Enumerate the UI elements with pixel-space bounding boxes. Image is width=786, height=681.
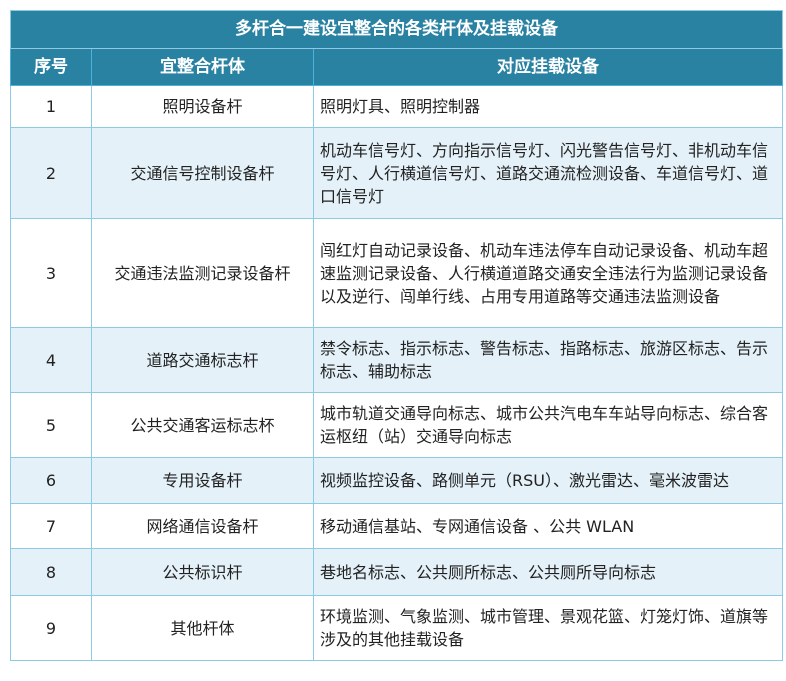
row-equipment: 机动车信号灯、方向指示信号灯、闪光警告信号灯、非机动车信号灯、人行横道信号灯、道…: [313, 127, 783, 219]
row-pole: 网络通信设备杆: [91, 503, 314, 549]
pole-equipment-table: 多杆合一建设宜整合的各类杆体及挂载设备 序号 宜整合杆体 对应挂载设备 1 照明设…: [10, 10, 783, 661]
row-pole: 交通违法监测记录设备杆: [91, 218, 314, 328]
row-no: 1: [10, 85, 92, 128]
row-no: 8: [10, 548, 92, 596]
row-pole: 专用设备杆: [91, 457, 314, 504]
table-row: 6 专用设备杆 视频监控设备、路侧单元（RSU）、激光雷达、毫米波雷达: [10, 457, 783, 504]
row-pole: 公共交通客运标志杯: [91, 392, 314, 458]
table-row: 2 交通信号控制设备杆 机动车信号灯、方向指示信号灯、闪光警告信号灯、非机动车信号灯…: [10, 127, 783, 219]
row-pole: 照明设备杆: [91, 85, 314, 128]
table-row: 7 网络通信设备杆 移动通信基站、专网通信设备 、公共 WLAN: [10, 503, 783, 549]
row-pole: 其他杆体: [91, 595, 314, 661]
row-no: 5: [10, 392, 92, 458]
table-row: 1 照明设备杆 照明灯具、照明控制器: [10, 85, 783, 128]
row-equipment: 闯红灯自动记录设备、机动车违法停车自动记录设备、机动车超速监测记录设备、人行横道…: [313, 218, 783, 328]
row-equipment: 视频监控设备、路侧单元（RSU）、激光雷达、毫米波雷达: [313, 457, 783, 504]
row-equipment: 环境监测、气象监测、城市管理、景观花篮、灯笼灯饰、道旗等涉及的其他挂载设备: [313, 595, 783, 661]
row-no: 6: [10, 457, 92, 504]
row-pole: 道路交通标志杆: [91, 327, 314, 393]
row-no: 7: [10, 503, 92, 549]
row-equipment: 照明灯具、照明控制器: [313, 85, 783, 128]
header-pole: 宜整合杆体: [91, 48, 314, 86]
row-no: 3: [10, 218, 92, 328]
row-pole: 公共标识杆: [91, 548, 314, 596]
row-equipment: 城市轨道交通导向标志、城市公共汽电车车站导向标志、综合客运枢纽（站）交通导向标志: [313, 392, 783, 458]
header-no: 序号: [10, 48, 92, 86]
row-no: 9: [10, 595, 92, 661]
table-row: 8 公共标识杆 巷地名标志、公共厕所标志、公共厕所导向标志: [10, 548, 783, 596]
table-row: 3 交通违法监测记录设备杆 闯红灯自动记录设备、机动车违法停车自动记录设备、机动车超…: [10, 218, 783, 328]
table-row: 4 道路交通标志杆 禁令标志、指示标志、警告标志、指路标志、旅游区标志、告示标志、辅…: [10, 327, 783, 393]
table-row: 9 其他杆体 环境监测、气象监测、城市管理、景观花篮、灯笼灯饰、道旗等涉及的其他挂载…: [10, 595, 783, 661]
row-no: 2: [10, 127, 92, 219]
row-equipment: 禁令标志、指示标志、警告标志、指路标志、旅游区标志、告示标志、辅助标志: [313, 327, 783, 393]
row-equipment: 巷地名标志、公共厕所标志、公共厕所导向标志: [313, 548, 783, 596]
table-title: 多杆合一建设宜整合的各类杆体及挂载设备: [10, 10, 783, 49]
row-equipment: 移动通信基站、专网通信设备 、公共 WLAN: [313, 503, 783, 549]
header-equipment: 对应挂载设备: [313, 48, 783, 86]
row-no: 4: [10, 327, 92, 393]
table-row: 5 公共交通客运标志杯 城市轨道交通导向标志、城市公共汽电车车站导向标志、综合客运枢…: [10, 392, 783, 458]
row-pole: 交通信号控制设备杆: [91, 127, 314, 219]
